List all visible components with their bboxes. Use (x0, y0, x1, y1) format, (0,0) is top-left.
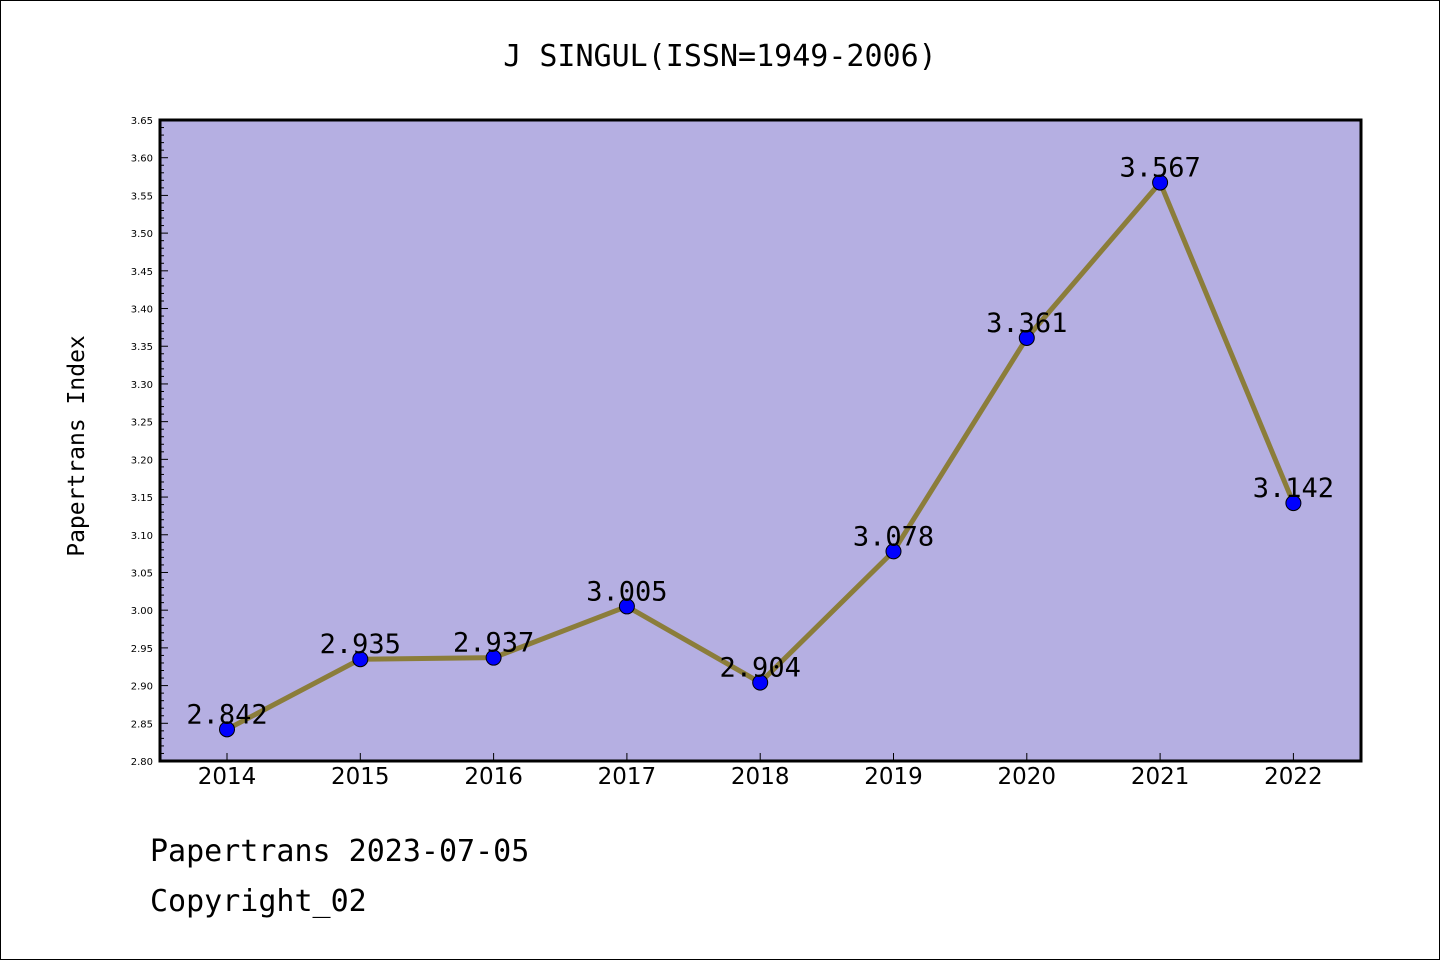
data-label: 3.361 (986, 308, 1067, 339)
y-tick-label: 3.05 (131, 568, 153, 579)
y-tick-label: 3.35 (131, 342, 153, 353)
data-label: 2.935 (320, 629, 401, 660)
x-tick-label: 2015 (331, 764, 390, 790)
data-point (618, 598, 635, 615)
y-tick-label: 2.85 (131, 719, 153, 730)
x-tick-label: 2019 (864, 764, 923, 790)
y-tick-label: 2.80 (131, 757, 153, 768)
data-point (1285, 495, 1302, 512)
y-tick-label: 3.25 (131, 418, 153, 429)
data-label: 2.937 (453, 628, 534, 659)
data-label: 3.078 (853, 521, 934, 552)
y-tick-label: 3.30 (131, 380, 153, 391)
data-labels: 2.842 2.935 2.937 3.005 2.904 3.078 3.361 3.567… (186, 153, 1334, 731)
data-point (485, 649, 502, 666)
data-point (1018, 329, 1035, 346)
y-tick-label: 3.55 (131, 191, 153, 202)
data-point (885, 543, 902, 560)
y-tick-label: 3.65 (131, 116, 153, 127)
y-tick-label: 3.15 (131, 493, 153, 504)
x-axis: 2014 2015 2016 2017 2018 2019 2020 2021 2022 (198, 753, 1323, 790)
data-point (219, 721, 235, 738)
y-tick-label: 2.90 (131, 682, 153, 693)
x-tick-label: 2016 (464, 764, 523, 790)
y-tick-label: 3.00 (131, 606, 153, 617)
y-tick-label: 3.10 (131, 531, 153, 542)
y-tick-label: 3.50 (131, 229, 153, 240)
data-point (352, 651, 369, 668)
data-label: 2.842 (186, 699, 267, 730)
x-tick-label: 2021 (1131, 764, 1190, 790)
y-axis: 2.80 2.85 2.90 2.95 3.00 3.05 3.10 3.15 3.20 3.25… (131, 116, 168, 768)
y-axis-label: Papertrans Index (64, 335, 90, 557)
x-tick-label: 2017 (598, 764, 657, 790)
y-tick-label: 3.45 (131, 267, 153, 278)
footer-date: Papertrans 2023-07-05 (150, 834, 530, 869)
data-label: 3.005 (586, 576, 667, 607)
footer-copyright: Copyright_02 (150, 884, 367, 919)
data-label: 3.142 (1253, 473, 1334, 504)
y-tick-label: 2.95 (131, 644, 153, 655)
data-point (1152, 174, 1169, 191)
x-tick-label: 2018 (731, 764, 790, 790)
y-tick-label: 3.20 (131, 455, 153, 466)
y-tick-label: 3.60 (131, 154, 153, 165)
series-line (219, 174, 1302, 738)
chart-title: J SINGUL(ISSN=1949-2006) (503, 39, 936, 74)
x-tick-label: 2014 (198, 764, 257, 790)
y-tick-label: 3.40 (131, 305, 153, 316)
x-tick-label: 2022 (1264, 764, 1323, 790)
x-tick-label: 2020 (998, 764, 1057, 790)
data-label: 3.567 (1119, 153, 1200, 184)
data-point (752, 674, 769, 691)
data-label: 2.904 (720, 653, 801, 684)
